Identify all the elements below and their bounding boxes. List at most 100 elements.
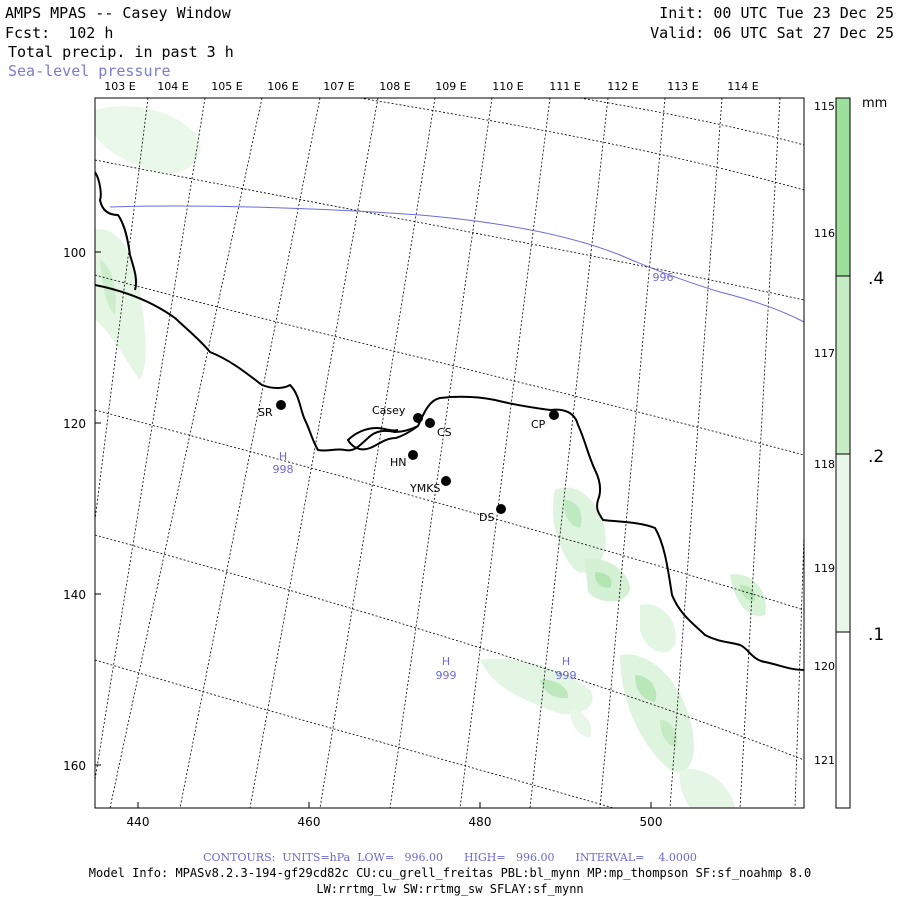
precip-patch — [740, 585, 756, 602]
high-pressure-letter: H — [442, 655, 450, 668]
forecast-hour: Fcst: 102 h — [5, 24, 114, 42]
longitude-line — [459, 98, 551, 808]
lon-label: 107 E — [323, 80, 354, 93]
longitude-line — [529, 98, 609, 808]
x-tick-label: 460 — [298, 815, 321, 829]
x-tick-label: 500 — [640, 815, 663, 829]
lon-label: 106 E — [267, 80, 298, 93]
station-label: CP — [531, 418, 546, 431]
coastline-main — [95, 284, 804, 671]
latitude-lines — [95, 98, 804, 808]
station-label: Casey — [372, 404, 406, 417]
latitude-line — [95, 159, 804, 301]
longitude-line — [389, 98, 493, 808]
y-tick-label: 160 — [63, 759, 86, 773]
precip-patch — [660, 720, 678, 748]
precip-patch — [635, 675, 657, 702]
station-label: HN — [390, 456, 407, 469]
coastline-ice-edge — [95, 171, 138, 291]
high-pressure-letter: H — [279, 450, 287, 463]
lon-label: 109 E — [435, 80, 466, 93]
lon-label: 108 E — [379, 80, 410, 93]
map-title: AMPS MPAS -- Casey Window — [5, 4, 231, 22]
colorbar-label: .4 — [868, 269, 884, 289]
colorbar-unit: mm — [862, 96, 887, 111]
station-label: DS — [479, 511, 494, 524]
coastline — [95, 171, 804, 671]
precip-patch — [640, 604, 676, 653]
station-marker[interactable] — [441, 476, 451, 486]
contour-value-label: 996 — [653, 271, 674, 284]
longitude-line — [599, 98, 666, 808]
latitude-line — [95, 534, 804, 761]
precip-patch — [564, 500, 582, 528]
colorbar-segment-light — [836, 454, 850, 632]
x-tick-label: 440 — [127, 815, 150, 829]
station-label: SR — [258, 406, 273, 419]
y-tick-label: 120 — [63, 417, 86, 431]
precip-patch — [480, 658, 593, 715]
longitude-line — [179, 98, 321, 808]
pressure-labels: H 998 H 999 H 999 996 — [273, 271, 674, 682]
colorbar-label: .2 — [868, 447, 884, 467]
physics-info: LW:rrtmg_lw SW:rrtmg_sw SFLAY:sf_mynn — [316, 882, 584, 896]
high-pressure-value: 999 — [556, 669, 577, 682]
precip-shading — [95, 106, 766, 808]
precip-patch — [570, 710, 592, 738]
slp-contour — [109, 205, 804, 323]
valid-time: Valid: 06 UTC Sat 27 Dec 25 — [650, 24, 894, 42]
station-label: CS — [437, 426, 452, 439]
colorbar-segment-strong — [836, 98, 850, 276]
stations: SR Casey CS CP HN YMKS DS — [258, 400, 559, 524]
latitude-line — [359, 98, 804, 191]
plot-frame — [94, 97, 805, 809]
lon-label: 112 E — [607, 80, 638, 93]
lon-label: 103 E — [104, 80, 135, 93]
colorbar-segment-mid — [836, 276, 850, 454]
plot-area — [95, 98, 804, 808]
high-pressure-value: 999 — [436, 669, 457, 682]
station-marker[interactable] — [425, 418, 435, 428]
longitude-line — [249, 98, 379, 808]
coastline-inlet — [347, 425, 419, 451]
precip-patch — [679, 769, 735, 808]
x-tick-label: 480 — [469, 815, 492, 829]
lon-label: 114 E — [727, 80, 758, 93]
y-tick-label: 140 — [63, 588, 86, 602]
latitude-line — [95, 409, 804, 611]
lon-label: 110 E — [492, 80, 523, 93]
station-marker[interactable] — [549, 410, 559, 420]
x-axis: 440 460 480 500 — [127, 802, 663, 829]
station-label: YMKS — [409, 482, 440, 495]
precip-patch — [95, 106, 201, 174]
station-marker[interactable] — [276, 400, 286, 410]
station-marker[interactable] — [408, 450, 418, 460]
model-info: Model Info: MPASv8.2.3-194-gf29cd82c CU:… — [88, 866, 812, 880]
init-time: Init: 00 UTC Tue 23 Dec 25 — [659, 4, 894, 22]
lon-label: 105 E — [211, 80, 242, 93]
y-tick-label: 100 — [63, 246, 86, 260]
longitude-line — [95, 98, 149, 521]
lon-labels: 103 E 104 E 105 E 106 E 107 E 108 E 109 … — [104, 80, 758, 93]
contours-info: CONTOURS: UNITS=hPa LOW= 996.00 HIGH= 99… — [203, 851, 697, 864]
longitude-line — [109, 98, 263, 808]
lon-label: 113 E — [667, 80, 698, 93]
longitude-line — [95, 98, 206, 781]
longitude-lines — [95, 98, 804, 808]
colorbar: mm .4 .2 .1 — [835, 96, 887, 809]
longitude-line — [669, 98, 723, 808]
high-pressure-value: 998 — [273, 463, 294, 476]
colorbar-segment-empty — [836, 632, 850, 808]
lon-label: 111 E — [549, 80, 580, 93]
precip-patch — [594, 572, 612, 588]
station-marker[interactable] — [413, 413, 423, 423]
latitude-line — [579, 98, 804, 146]
colorbar-label: .1 — [868, 625, 884, 645]
field-name: Total precip. in past 3 h — [8, 43, 234, 61]
high-pressure-letter: H — [562, 655, 570, 668]
precip-patch — [540, 679, 569, 699]
overlay-name: Sea-level pressure — [8, 62, 171, 80]
longitude-line — [739, 98, 781, 808]
station-marker[interactable] — [496, 504, 506, 514]
